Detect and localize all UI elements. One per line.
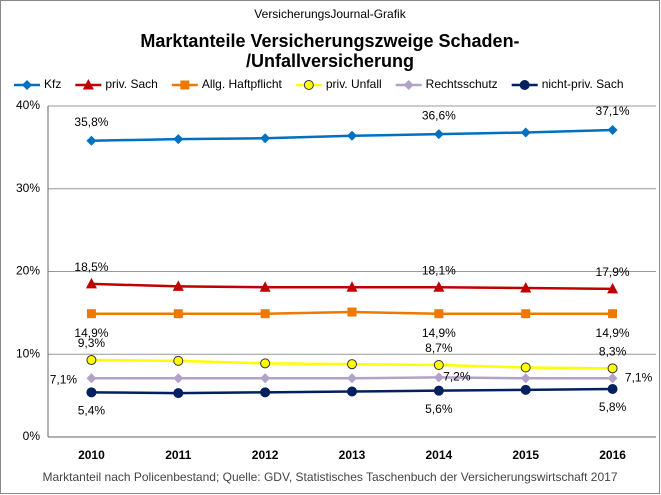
data-point [520,362,531,373]
y-tick-label: 40% [16,98,40,112]
data-label: 5,6% [425,402,453,416]
data-point [173,388,184,399]
data-point [86,373,97,384]
x-tick-label: 2012 [252,448,279,462]
x-tick-label: 2013 [339,448,366,462]
data-point [260,309,270,319]
data-label: 37,1% [596,104,630,118]
data-point [520,127,531,138]
data-point [86,387,97,398]
data-point [86,309,96,319]
legend-label: nicht-priv. Sach [542,77,624,91]
data-point [172,280,184,291]
legend-marker [403,80,414,90]
legend-label: Allg. Haftpflicht [202,77,283,91]
data-point [521,309,531,319]
source-note: Marktanteil nach Policenbestand; Quelle:… [43,470,618,484]
data-point [433,385,444,396]
data-point [520,282,532,293]
data-point [434,309,444,319]
legend-label: priv. Unfall [326,77,382,91]
data-point [173,134,184,145]
data-point [347,307,357,317]
y-tick-label: 0% [23,429,41,443]
chart-title: Marktanteile Versicherungszweige Schaden… [140,31,519,51]
data-point [433,360,444,371]
data-point [259,281,271,292]
data-point [433,281,445,292]
data-label: 7,1% [625,370,653,384]
legend-marker [180,80,190,90]
legend-label: Kfz [44,77,61,91]
data-point [346,281,358,292]
data-point [86,355,97,366]
y-tick-label: 20% [16,264,40,278]
data-label: 36,6% [422,108,456,122]
data-point [173,355,184,366]
legend-marker [303,80,314,90]
data-label: 8,3% [599,344,627,358]
data-label: 7,2% [443,370,471,384]
data-point [347,373,357,384]
data-point [260,358,271,369]
data-point [86,135,97,146]
data-point [520,373,531,384]
data-point [347,359,357,370]
data-point [607,363,618,374]
data-point [260,387,271,398]
data-point [433,372,444,383]
data-label: 14,9% [74,326,108,340]
legend-marker [519,80,530,90]
data-label: 9,3% [78,336,106,350]
legend-marker [22,80,32,90]
data-point [260,133,271,144]
data-label: 5,8% [599,400,627,414]
x-tick-label: 2011 [165,448,191,462]
data-point [607,373,618,384]
y-tick-label: 30% [16,181,40,195]
data-point [173,309,183,319]
data-label: 35,8% [74,115,108,129]
data-label: 5,4% [78,403,106,417]
data-label: 8,7% [425,341,453,355]
data-point [85,277,97,289]
data-point [608,309,618,319]
data-label: 14,9% [596,326,630,340]
y-tick-label: 10% [16,346,40,360]
data-label: 18,1% [422,263,456,277]
data-point [260,373,271,384]
data-point [347,130,357,141]
x-tick-label: 2015 [512,448,539,462]
data-label: 17,9% [596,265,630,279]
data-label: 14,9% [422,326,456,340]
x-tick-label: 2014 [426,448,453,462]
legend-label: Rechtsschutz [426,77,498,91]
legend-marker [82,79,94,90]
chart-header: VersicherungsJournal-Grafik [254,7,406,21]
data-label: 7,1% [50,372,78,386]
data-point [607,384,618,395]
data-point [607,124,618,135]
data-point [347,386,357,397]
x-tick-label: 2016 [599,448,626,462]
chart-title: /Unfallversicherung [246,51,414,71]
data-label: 18,5% [74,260,108,274]
data-point [607,282,619,294]
data-point [173,373,184,384]
x-tick-label: 2010 [78,448,105,462]
data-point [520,384,531,395]
legend-label: priv. Sach [105,77,157,91]
data-point [433,129,444,140]
